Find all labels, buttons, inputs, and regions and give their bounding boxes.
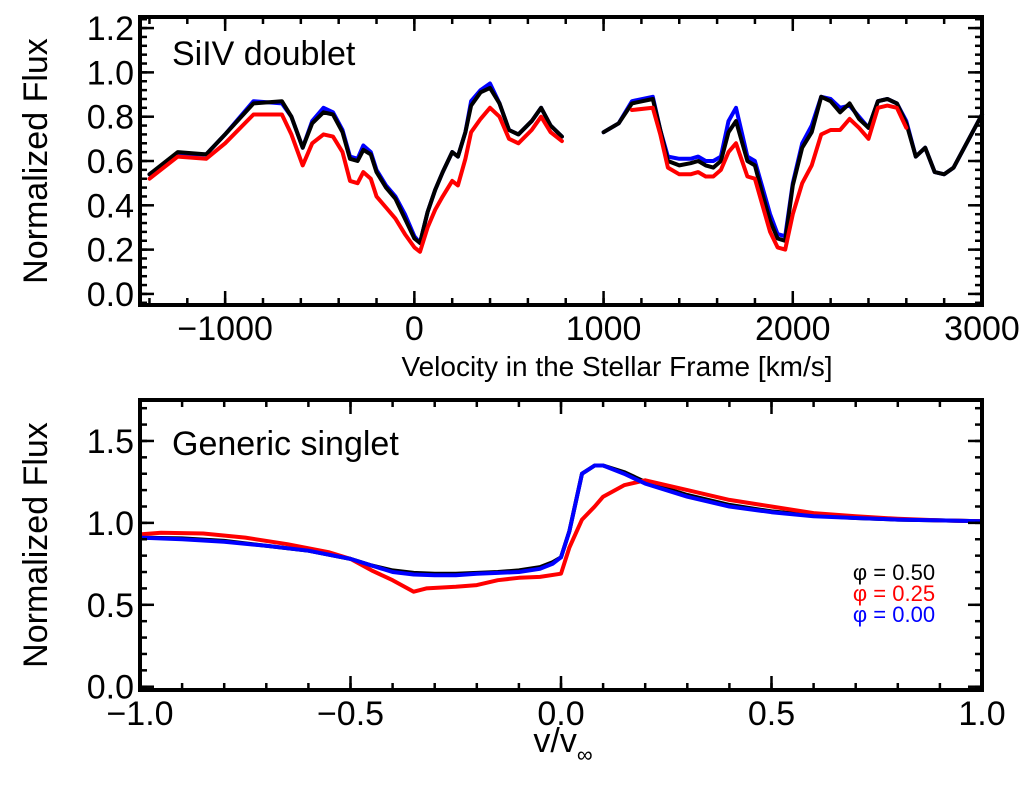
x-tick-label: −1.0 <box>106 695 173 733</box>
series-group <box>138 463 984 594</box>
x-axis-title: Velocity in the Stellar Frame [km/s] <box>401 351 832 382</box>
x-axis-title-subscript: ∞ <box>577 742 593 767</box>
y-tick-label: 0.4 <box>87 187 134 225</box>
y-tick-label: 0.0 <box>87 276 134 314</box>
y-tick-label: 1.0 <box>87 54 134 92</box>
legend: φ = 0.50φ = 0.25φ = 0.00 <box>853 560 935 627</box>
series-line-red <box>630 103 909 252</box>
y-tick-label: 0.2 <box>87 232 134 270</box>
y-tick-label: 1.5 <box>87 423 134 461</box>
x-tick-label: 0.5 <box>748 695 795 733</box>
panel-annotation: SiIV doublet <box>172 35 356 73</box>
series-line-red <box>138 478 984 594</box>
x-axis-title-main: v/v <box>533 722 576 760</box>
series-line-blue <box>138 463 984 578</box>
x-axis-title: v/v∞ <box>533 722 592 767</box>
y-tick-label: 0.5 <box>87 587 134 625</box>
series-line-black <box>147 85 564 245</box>
panel-annotation: Generic singlet <box>172 425 399 463</box>
x-tick-label: 0.0 <box>537 695 584 733</box>
y-axis-ticks: 0.0 0.2 0.4 0.6 0.8 1.0 1.2 <box>87 10 982 314</box>
x-axis-ticks: −1.0 −0.5 0.0 0.5 1.0 <box>106 400 1006 733</box>
y-tick-label: 1.2 <box>87 10 134 48</box>
x-tick-label: −0.5 <box>317 695 384 733</box>
y-axis-title: Normalized Flux <box>17 38 55 284</box>
panel-generic-singlet: −1.0 −0.5 0.0 0.5 1.0 0.0 0.5 1.0 1.5 Generic s… <box>17 398 1006 767</box>
y-tick-label: 0.8 <box>87 99 134 137</box>
y-axis-ticks: 0.0 0.5 1.0 1.5 <box>87 406 982 707</box>
legend-entry-black: φ = 0.50 <box>853 560 935 585</box>
y-axis-title: Normalized Flux <box>17 422 55 668</box>
x-tick-label: 1.0 <box>958 695 1005 733</box>
x-tick-label: 3000 <box>944 310 1020 348</box>
legend-entry-blue: φ = 0.00 <box>853 602 935 627</box>
x-tick-label: 0 <box>405 310 424 348</box>
x-tick-label: 1000 <box>566 310 642 348</box>
series-line-red <box>147 105 564 254</box>
series-group <box>147 81 984 254</box>
legend-entry-red: φ = 0.25 <box>853 581 935 606</box>
x-tick-label: −1000 <box>177 310 273 348</box>
panel-siiv-doublet: −1000 0 1000 2000 3000 0.0 0.2 0.4 0.6 0.8 1.0 1.2… <box>17 10 1020 382</box>
y-tick-label: 0.0 <box>87 669 134 707</box>
y-tick-label: 1.0 <box>87 505 134 543</box>
y-tick-label: 0.6 <box>87 143 134 181</box>
x-axis-ticks: −1000 0 1000 2000 3000 <box>148 17 1020 348</box>
x-tick-label: 2000 <box>755 310 831 348</box>
